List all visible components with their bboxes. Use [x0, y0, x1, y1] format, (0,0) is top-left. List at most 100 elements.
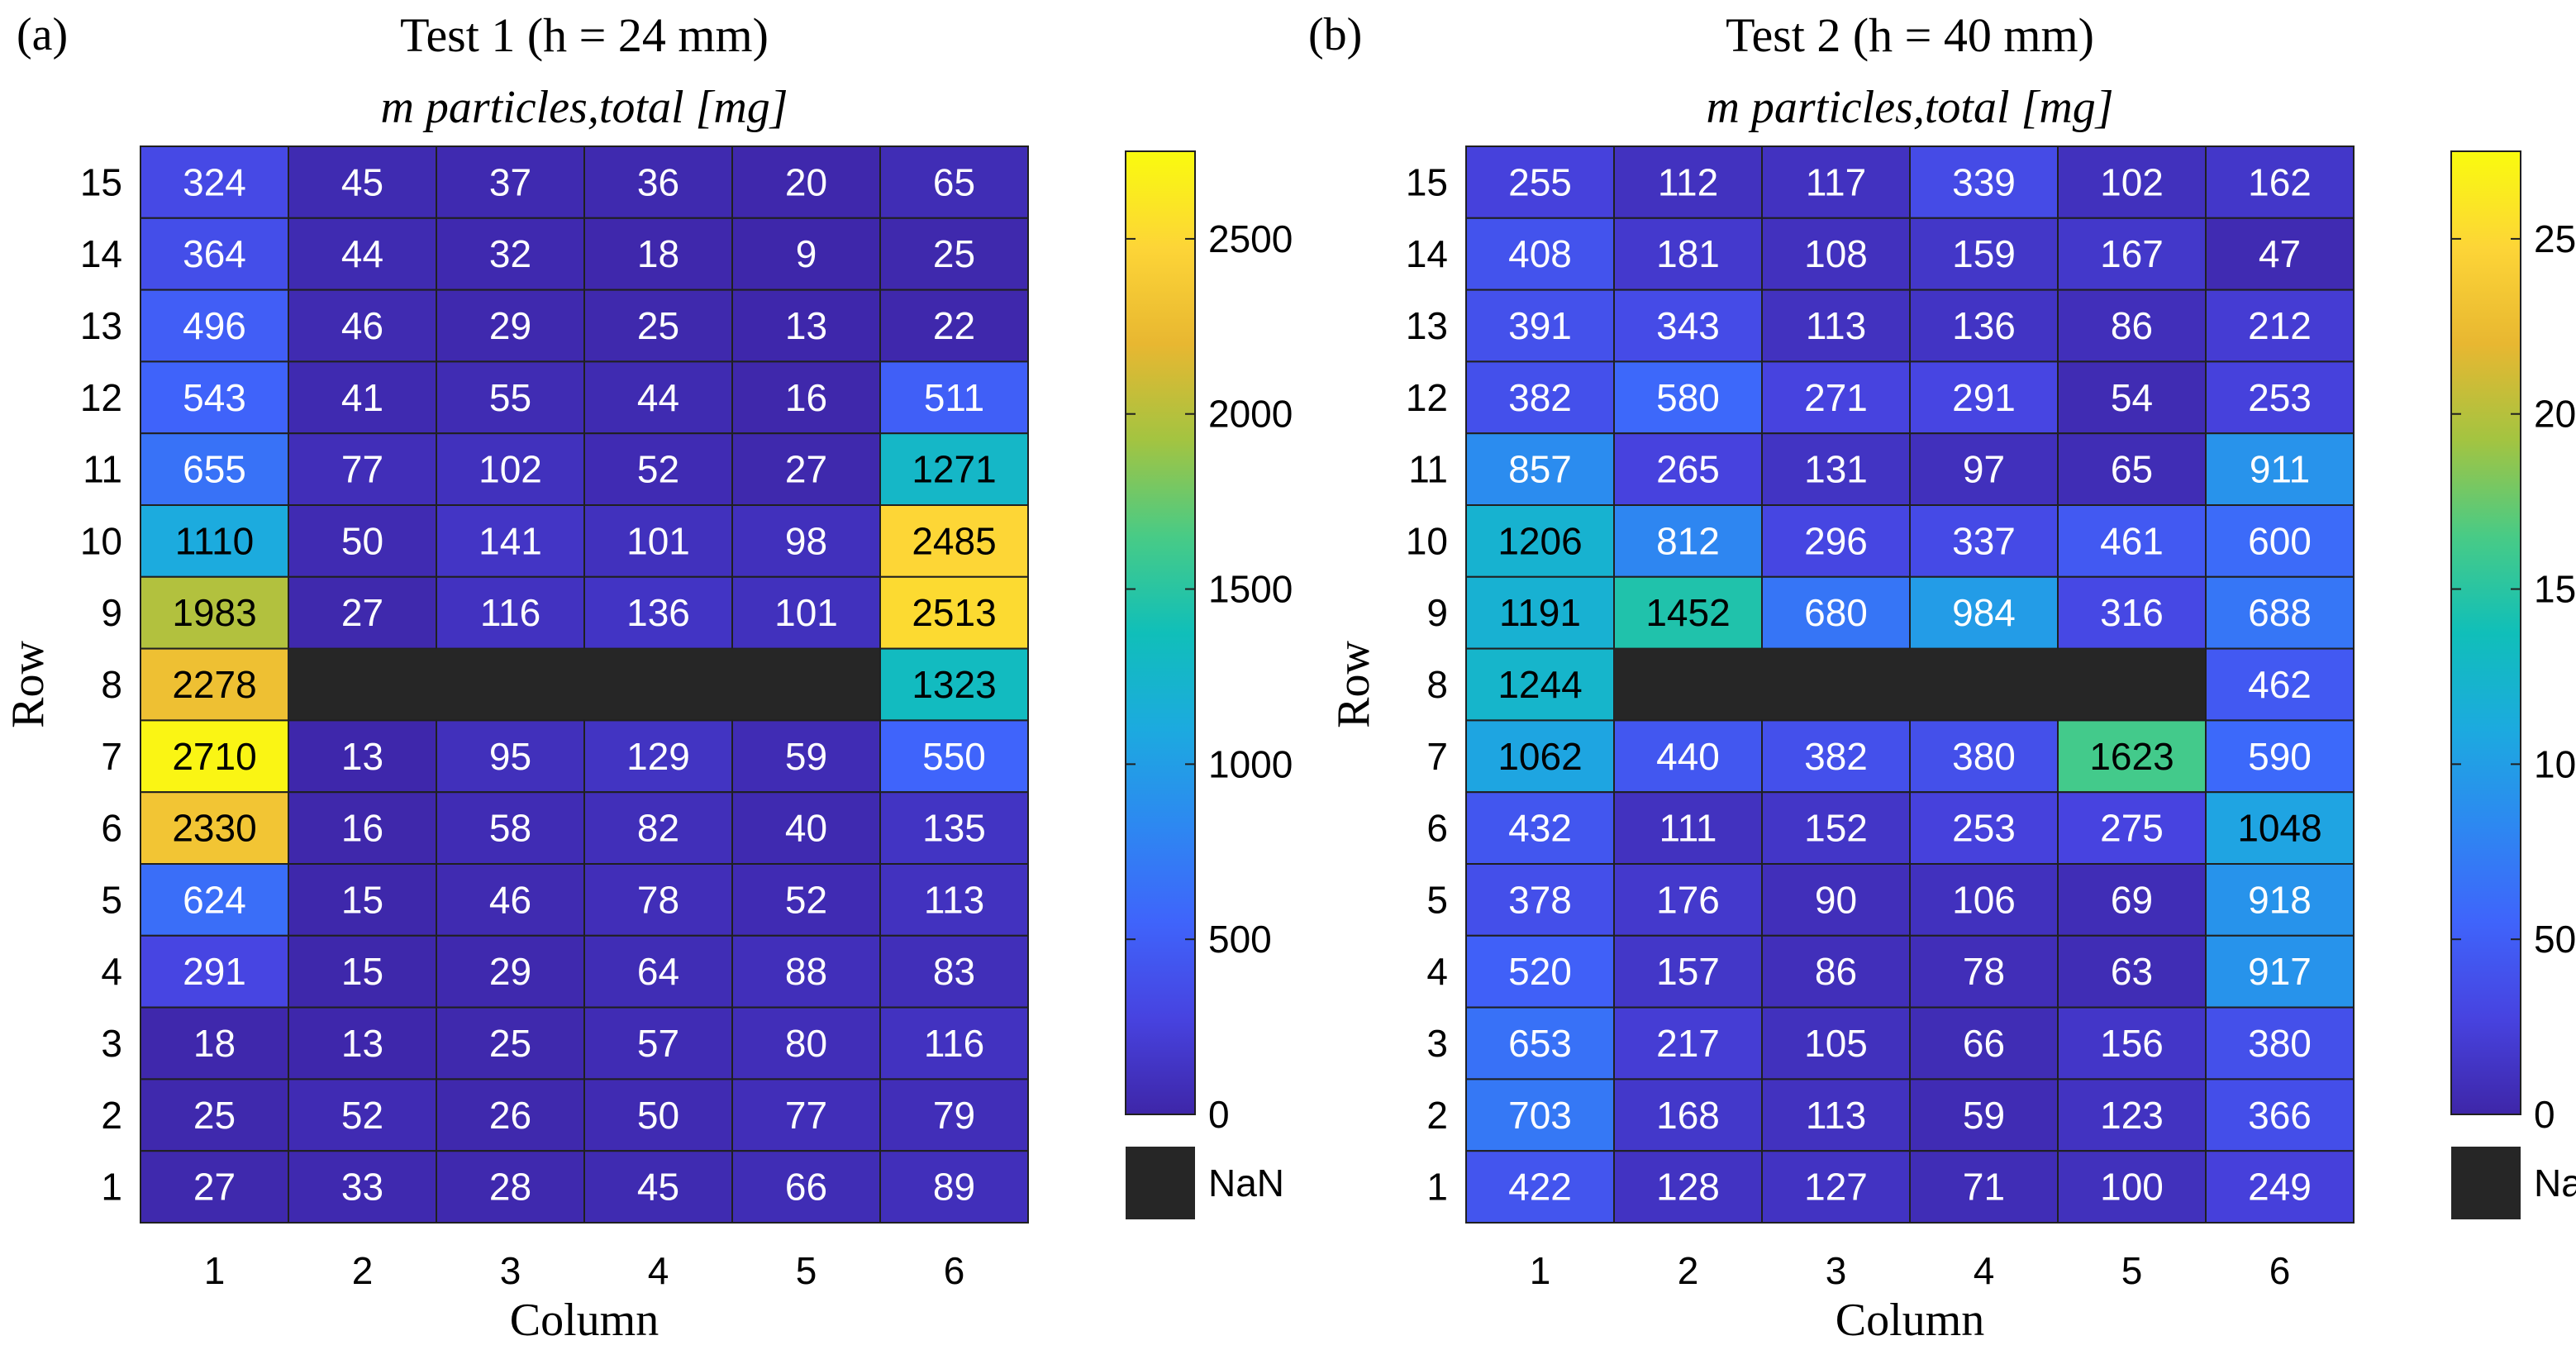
- heatmap-cell: [288, 145, 437, 219]
- cell-value-label: 496: [183, 304, 246, 347]
- cell-value-label: 2710: [172, 735, 256, 778]
- cell-value-label: 271: [1804, 376, 1868, 419]
- y-tick-label: 6: [101, 807, 122, 850]
- cell-value-label: 255: [1508, 160, 1572, 203]
- cell-value-label: 116: [924, 1022, 984, 1065]
- cell-value-label: 1983: [172, 591, 256, 634]
- cell-value-label: 44: [637, 376, 679, 419]
- cell-value-label: 382: [1804, 735, 1868, 778]
- cell-value-label: 46: [489, 878, 531, 921]
- heatmap-border: [1465, 145, 2355, 1224]
- heatmap-cell: [1909, 719, 2059, 794]
- cell-value-label: 653: [1508, 1022, 1572, 1065]
- heatmap-cell: [1761, 1006, 1911, 1080]
- heatmap-border: [140, 145, 1029, 1224]
- heatmap-cell: [1761, 791, 1911, 866]
- cell-value-label: 159: [1952, 232, 2016, 275]
- heatmap-cell: [140, 504, 289, 578]
- cell-value-label: 22: [933, 304, 975, 347]
- cell-value-label: 77: [785, 1094, 827, 1137]
- cell-value-label: 217: [1656, 1022, 1720, 1065]
- cell-value-label: 2330: [172, 807, 256, 850]
- cell-value-label: 46: [341, 304, 383, 347]
- heatmap-cell: [879, 934, 1029, 1009]
- cell-value-label: 78: [637, 878, 679, 921]
- colorbar: [2450, 150, 2521, 1115]
- cell-value-label: 440: [1656, 735, 1720, 778]
- cell-value-label: 25: [193, 1094, 236, 1137]
- y-tick-label: 14: [1406, 232, 1448, 275]
- cell-value-label: 296: [1804, 519, 1868, 562]
- cell-value-label: 20: [785, 160, 827, 203]
- y-tick-label: 9: [1426, 591, 1448, 634]
- heatmap-cell: [1613, 575, 1763, 650]
- nan-swatch: [2451, 1147, 2521, 1219]
- chart-title: Test 2 (h = 40 mm): [1726, 8, 2094, 62]
- heatmap-cell: [731, 289, 881, 363]
- heatmap-cell: [731, 1078, 881, 1152]
- heatmap-cell: [2057, 934, 2207, 1009]
- x-tick-label: 6: [944, 1249, 965, 1292]
- heatmap-cell: [2057, 1078, 2207, 1152]
- heatmap-panel-2: (b) Test 2 (h = 40 mm) m particles,total […: [1308, 8, 2576, 1346]
- heatmap-cell: [2205, 145, 2355, 219]
- cell-value-label: 339: [1952, 160, 2016, 203]
- colorbar-tick-label: 1000: [1208, 742, 1293, 785]
- cell-value-label: 550: [922, 735, 986, 778]
- heatmap-cell: [1909, 791, 2059, 866]
- cell-value-label: 918: [2248, 878, 2312, 921]
- cell-value-label: 90: [1815, 878, 1857, 921]
- cell-value-label: 78: [1963, 950, 2005, 993]
- nan-swatch: [1126, 1147, 1195, 1219]
- heatmap-cell: [436, 1078, 585, 1152]
- x-tick-label: 1: [204, 1249, 226, 1292]
- cell-value-label: 52: [637, 448, 679, 491]
- heatmap-cell: [1762, 648, 1910, 721]
- cell-value-label: 102: [479, 448, 542, 491]
- heatmap-cell: [583, 719, 733, 794]
- cell-value-label: 152: [1804, 807, 1868, 850]
- cell-value-label: 108: [1804, 232, 1868, 275]
- cell-value-label: 98: [785, 519, 827, 562]
- cell-value-label: 461: [2100, 519, 2164, 562]
- colorbar-tick-label: 1500: [1208, 568, 1293, 611]
- cell-value-label: 66: [1963, 1022, 2005, 1065]
- cell-value-label: 366: [2248, 1094, 2312, 1137]
- heatmap-cell: [288, 289, 437, 363]
- heatmap-cell: [879, 1006, 1029, 1080]
- heatmap-cell: [436, 719, 585, 794]
- cell-value-label: 984: [1952, 591, 2016, 634]
- y-tick-label: 7: [1426, 735, 1448, 778]
- y-tick-label: 15: [1406, 160, 1448, 203]
- chart-subtitle: m particles,total [mg]: [1706, 82, 2113, 133]
- heatmap-cell: [436, 863, 585, 937]
- y-axis-label: Row: [1328, 641, 1379, 728]
- heatmap-cell: [1465, 1078, 1615, 1152]
- cell-value-label: 79: [933, 1094, 975, 1137]
- cell-value-label: 36: [637, 160, 679, 203]
- y-tick-label: 10: [80, 519, 122, 562]
- heatmap-cell: [583, 217, 733, 291]
- cell-value-label: 106: [1952, 878, 2016, 921]
- cell-value-label: 80: [785, 1022, 827, 1065]
- heatmap-cell: [2057, 504, 2207, 578]
- cell-value-label: 52: [785, 878, 827, 921]
- cell-value-label: 655: [183, 448, 246, 491]
- cell-value-label: 9: [796, 232, 817, 275]
- heatmap-cell: [2205, 432, 2355, 507]
- heatmap-cell: [2205, 647, 2355, 722]
- heatmap-cell: [1613, 719, 1763, 794]
- cell-value-label: 113: [1806, 1094, 1866, 1137]
- panel-label: (a): [17, 9, 68, 60]
- cell-value-label: 101: [626, 519, 690, 562]
- cell-value-label: 111: [1659, 807, 1717, 850]
- heatmap-cell: [288, 1078, 437, 1152]
- colorbar-tick-label: 0: [2534, 1093, 2555, 1136]
- cell-value-label: 58: [489, 807, 531, 850]
- cell-value-label: 337: [1952, 519, 2016, 562]
- cell-value-label: 1452: [1645, 591, 1730, 634]
- cell-value-label: 432: [1508, 807, 1572, 850]
- heatmap-cell: [436, 360, 585, 435]
- heatmap-cell: [1761, 863, 1911, 937]
- cell-value-label: 86: [1815, 950, 1857, 993]
